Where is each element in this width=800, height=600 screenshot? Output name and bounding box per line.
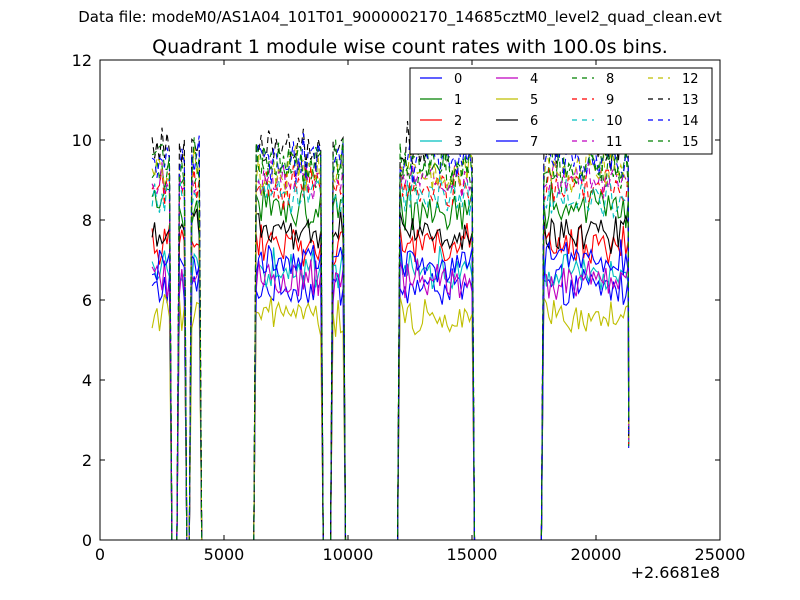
legend-label-13: 13	[682, 93, 699, 108]
legend-label-2: 2	[454, 114, 462, 129]
legend-label-14: 14	[682, 114, 699, 129]
legend-label-6: 6	[530, 114, 538, 129]
series-line-11	[151, 160, 630, 541]
legend-label-1: 1	[454, 93, 462, 108]
y-tick-label: 4	[82, 371, 92, 390]
x-offset-label: +2.6681e8	[631, 563, 720, 582]
series-line-3	[151, 246, 630, 541]
legend-label-8: 8	[606, 72, 614, 87]
series-line-13	[151, 120, 630, 541]
x-tick-label: 15000	[447, 545, 498, 564]
x-tick-label: 5000	[204, 545, 245, 564]
series-line-4	[151, 259, 630, 541]
series-line-1	[151, 181, 630, 541]
series-line-9	[151, 165, 630, 541]
legend-label-4: 4	[530, 72, 538, 87]
legend-label-9: 9	[606, 93, 614, 108]
series-line-7	[151, 239, 630, 541]
series-layer	[151, 120, 630, 541]
x-tick-label: 25000	[695, 545, 746, 564]
legend-label-12: 12	[682, 72, 699, 87]
figure-supertitle: Data file: modeM0/AS1A04_101T01_90000021…	[78, 8, 722, 26]
series-line-0	[151, 263, 630, 541]
legend-label-10: 10	[606, 114, 623, 129]
series-line-8	[151, 142, 630, 541]
y-tick-label: 2	[82, 451, 92, 470]
series-line-15	[151, 137, 630, 541]
y-tick-label: 12	[72, 51, 92, 70]
legend-box	[409, 67, 713, 155]
legend-label-3: 3	[454, 135, 462, 150]
series-line-12	[151, 145, 630, 541]
x-tick-label: 10000	[323, 545, 374, 564]
legend-label-11: 11	[606, 135, 623, 150]
y-tick-label: 10	[72, 131, 92, 150]
y-tick-label: 6	[82, 291, 92, 310]
x-tick-label: 20000	[571, 545, 622, 564]
y-tick-label: 8	[82, 211, 92, 230]
series-line-10	[151, 173, 630, 541]
y-tick-label: 0	[82, 531, 92, 550]
series-line-5	[151, 294, 630, 541]
series-line-6	[151, 208, 630, 541]
series-line-2	[151, 223, 630, 541]
legend-label-15: 15	[682, 135, 699, 150]
chart-title: Quadrant 1 module wise count rates with …	[152, 36, 668, 58]
x-tick-label: 0	[95, 545, 105, 564]
legend-label-7: 7	[530, 135, 538, 150]
legend-label-0: 0	[454, 72, 462, 87]
series-line-14	[151, 132, 630, 541]
legend-label-5: 5	[530, 93, 538, 108]
